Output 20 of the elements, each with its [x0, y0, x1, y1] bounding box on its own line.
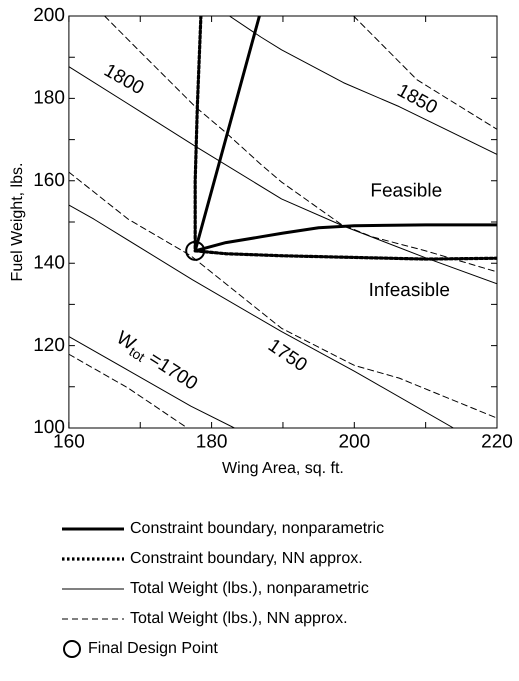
annotation: 1850 [393, 80, 441, 119]
y-tick-label: 140 [33, 252, 65, 274]
y-axis-title: Fuel Weight, lbs. [9, 162, 26, 282]
legend-label: Constraint boundary, NN approx. [130, 550, 363, 568]
annotation: Infeasible [368, 280, 450, 302]
x-tick-label: 180 [196, 432, 228, 453]
x-axis-title: Wing Area, sq. ft. [222, 460, 344, 477]
y-tick-label: 180 [33, 88, 65, 109]
x-tick-label: 200 [338, 432, 370, 453]
annotation: 1750 [264, 335, 311, 376]
legend-label: Constraint boundary, nonparametric [130, 520, 384, 538]
y-tick-label: 200 [33, 5, 65, 26]
legend-label: Final Design Point [88, 640, 218, 658]
annotation: Feasible [370, 180, 442, 202]
legend-label: Total Weight (lbs.), NN approx. [130, 610, 348, 628]
x-tick-label: 220 [481, 432, 513, 453]
annotation: 1800 [100, 60, 148, 100]
y-tick-label: 160 [33, 170, 65, 192]
y-tick-label: 120 [33, 334, 65, 356]
legend-label: Total Weight (lbs.), nonparametric [130, 580, 369, 598]
